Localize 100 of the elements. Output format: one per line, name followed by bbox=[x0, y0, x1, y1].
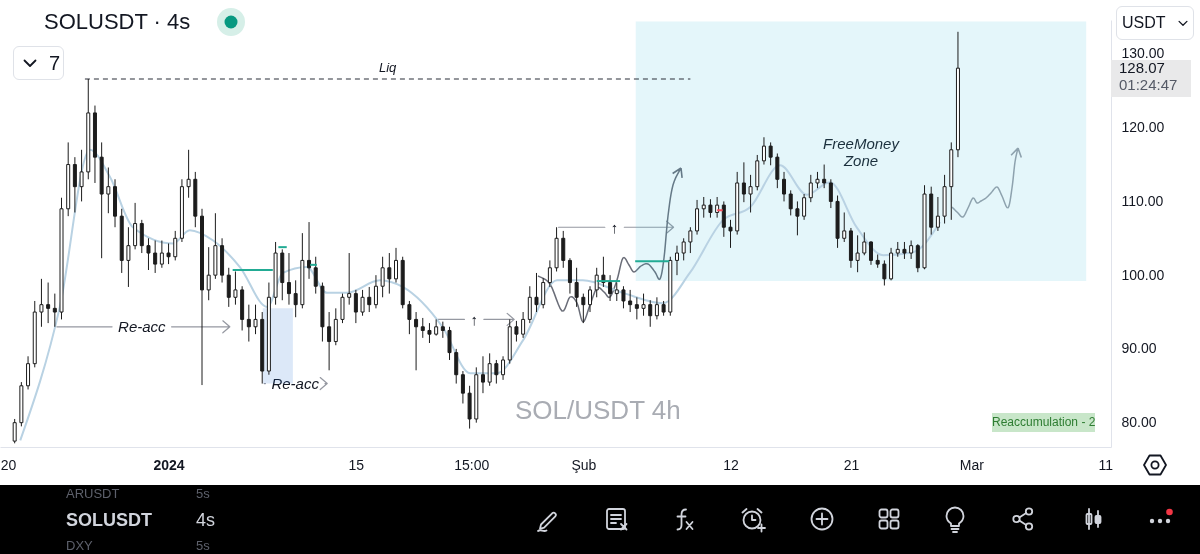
candlestick bbox=[628, 289, 633, 313]
candlestick bbox=[12, 418, 17, 444]
candlestick bbox=[139, 219, 144, 254]
candlestick bbox=[487, 352, 492, 387]
candlestick bbox=[782, 171, 787, 202]
candlestick bbox=[708, 198, 713, 219]
candlestick bbox=[166, 242, 171, 265]
candlestick bbox=[514, 320, 519, 343]
candlestick bbox=[501, 355, 506, 381]
annotation: ↑ bbox=[470, 310, 478, 328]
candlestick bbox=[414, 311, 419, 371]
text: ARUSDT bbox=[66, 486, 120, 502]
candlestick bbox=[761, 136, 766, 166]
candlestick bbox=[915, 243, 920, 273]
candlestick bbox=[126, 226, 131, 288]
candlestick bbox=[935, 196, 940, 232]
x-tick-label: 2024 bbox=[153, 456, 185, 473]
candlestick bbox=[380, 256, 385, 298]
candlestick bbox=[581, 293, 586, 324]
candlestick bbox=[527, 285, 532, 324]
annotation: ↑ bbox=[610, 218, 619, 236]
x-tick-label: 11 bbox=[1098, 456, 1114, 473]
candlestick bbox=[588, 285, 593, 313]
candlestick bbox=[674, 245, 679, 276]
annotation: SOL/USDT 4h bbox=[515, 395, 681, 425]
candlestick bbox=[614, 282, 619, 302]
annotation: 7 bbox=[49, 51, 61, 75]
candlestick bbox=[634, 296, 639, 320]
text: 5s bbox=[196, 538, 210, 554]
candlestick bbox=[561, 230, 566, 269]
candlestick bbox=[353, 289, 358, 324]
candlestick bbox=[233, 270, 238, 306]
y-tick-label: 120.00 bbox=[1121, 119, 1165, 136]
candlestick bbox=[186, 149, 191, 199]
candlestick bbox=[72, 156, 77, 213]
candlestick bbox=[347, 252, 352, 306]
x-tick-label: Mar bbox=[959, 456, 985, 473]
candlestick bbox=[434, 318, 439, 337]
candlestick bbox=[621, 285, 626, 309]
candlestick bbox=[253, 304, 258, 335]
candlestick bbox=[460, 370, 465, 404]
y-tick-label: 90.00 bbox=[1121, 340, 1157, 357]
y-tick-label: 130.00 bbox=[1121, 45, 1165, 62]
candlestick bbox=[534, 272, 539, 313]
candlestick bbox=[775, 152, 780, 189]
y-tick-label: 100.00 bbox=[1121, 266, 1165, 283]
candlestick bbox=[367, 286, 372, 313]
candlestick bbox=[206, 246, 211, 301]
candlestick bbox=[802, 193, 807, 221]
candlestick bbox=[608, 274, 613, 302]
candlestick bbox=[286, 252, 291, 306]
x-tick-label: 21 bbox=[843, 456, 860, 473]
chart-title: SOLUSDT · 4s bbox=[44, 9, 191, 35]
candlestick bbox=[721, 200, 726, 238]
candlestick bbox=[788, 189, 793, 216]
candlestick bbox=[695, 199, 700, 236]
x-tick-label: 15 bbox=[348, 456, 365, 473]
x-tick-label: 12 bbox=[723, 456, 739, 473]
dropdown-button: USDT bbox=[1116, 6, 1194, 40]
candlestick bbox=[387, 252, 392, 295]
y-tick-label: 80.00 bbox=[1121, 414, 1157, 431]
candlestick bbox=[246, 304, 251, 343]
candlestick bbox=[715, 196, 720, 219]
candlestick bbox=[547, 259, 552, 288]
candlestick bbox=[454, 348, 459, 385]
candlestick bbox=[574, 267, 579, 308]
annotation: Re-acc bbox=[271, 375, 320, 393]
candlestick bbox=[480, 355, 485, 394]
candlestick bbox=[808, 174, 813, 203]
candlestick bbox=[728, 219, 733, 249]
candlestick bbox=[648, 299, 653, 328]
candlestick bbox=[541, 277, 546, 309]
text: SOLUSDT bbox=[66, 509, 153, 531]
candlestick bbox=[567, 257, 572, 295]
candlestick bbox=[795, 200, 800, 236]
candlestick bbox=[226, 267, 231, 308]
candlestick bbox=[842, 211, 847, 243]
dropdown-button: 7 bbox=[13, 46, 64, 80]
candlestick bbox=[909, 240, 914, 260]
candlestick bbox=[360, 289, 365, 317]
candlestick bbox=[373, 274, 378, 309]
candlestick bbox=[882, 259, 887, 286]
candlestick bbox=[79, 149, 84, 202]
candlestick bbox=[26, 355, 31, 390]
text: 4s bbox=[196, 509, 216, 531]
badge: Reaccumulation - 2 bbox=[992, 413, 1095, 432]
x-tick-label: 15:00 bbox=[454, 456, 490, 473]
candlestick bbox=[420, 317, 425, 339]
candlestick bbox=[641, 293, 646, 317]
candlestick bbox=[46, 282, 51, 324]
candlestick bbox=[688, 226, 693, 254]
candlestick bbox=[293, 279, 298, 318]
x-tick-label: 20 bbox=[0, 456, 17, 473]
candlestick bbox=[327, 311, 332, 371]
candlestick bbox=[681, 237, 686, 261]
price-label: 128.07 01:24:47 bbox=[1111, 60, 1191, 98]
candlestick bbox=[307, 221, 312, 280]
candlestick bbox=[340, 293, 345, 324]
candlestick bbox=[133, 202, 138, 250]
candlestick bbox=[153, 240, 158, 274]
